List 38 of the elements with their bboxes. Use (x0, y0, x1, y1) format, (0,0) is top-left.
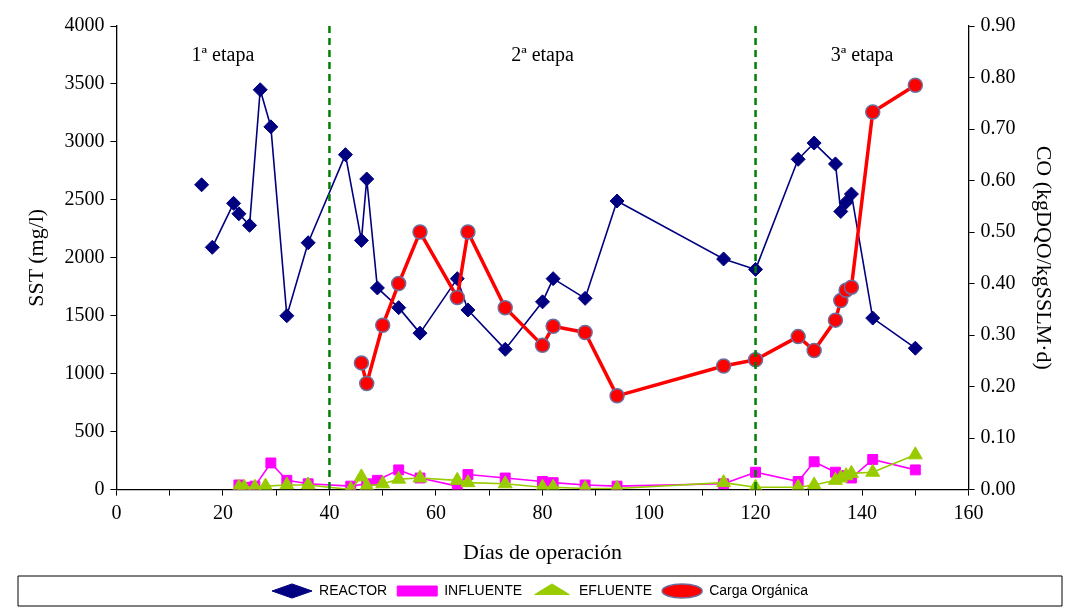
y-tick-label: 3500 (64, 71, 105, 94)
legend-label: REACTOR (319, 581, 388, 598)
y-tick-label: 500 (74, 418, 105, 441)
y2-tick-label: 0.80 (980, 64, 1016, 87)
x-tick-label: 120 (740, 500, 771, 523)
y2-tick-label: 0.30 (980, 322, 1016, 345)
y2-tick-label: 0.70 (980, 116, 1016, 139)
legend-label: INFLUENTE (444, 581, 523, 598)
y-tick-label: 1000 (64, 360, 105, 383)
y2-tick-label: 0.00 (980, 476, 1016, 499)
y2-tick-label: 0.20 (980, 373, 1016, 396)
y2-tick-label: 0.50 (980, 219, 1016, 242)
y-tick-label: 2000 (64, 245, 105, 268)
y-tick-label: 3000 (64, 129, 105, 152)
annotation: 1ª etapa (191, 43, 255, 67)
x-tick-label: 0 (111, 500, 122, 523)
y-tick-label: 1500 (64, 303, 105, 325)
x-tick-label: 100 (634, 500, 665, 523)
x-tick-label: 60 (425, 500, 446, 523)
y-tick-label: 2500 (64, 187, 105, 210)
y-axis-title: SST (mg/l) (22, 208, 48, 307)
x-tick-label: 80 (532, 500, 553, 523)
annotation: 3ª etapa (830, 43, 894, 67)
x-tick-label: 40 (319, 500, 340, 523)
x-tick-label: 140 (847, 500, 878, 523)
annotation: 2ª etapa (511, 43, 574, 67)
y-tick-label: 0 (94, 476, 105, 499)
y2-tick-label: 0.40 (980, 270, 1016, 293)
legend-label: Carga Orgánica (709, 581, 809, 598)
y2-tick-label: 0.10 (980, 425, 1016, 448)
y2-tick-label: 0.60 (980, 167, 1016, 190)
y2-axis-title: CO (kgDQO/kgSSLM·d) (1032, 145, 1058, 370)
x-tick-label: 160 (953, 500, 984, 523)
legend-label: EFLUENTE (579, 581, 653, 598)
x-tick-label: 20 (212, 500, 233, 523)
y-tick-label: 4000 (64, 13, 105, 36)
y2-tick-label: 0.90 (980, 13, 1016, 36)
x-axis-title: Días de operación (463, 538, 622, 564)
